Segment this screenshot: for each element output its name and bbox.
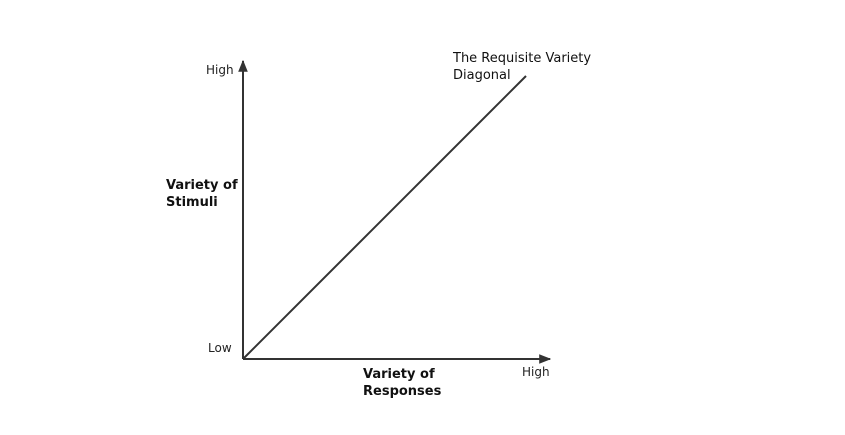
x-axis-title: Variety of Responses <box>363 367 442 399</box>
y-high-label: High <box>206 63 234 77</box>
diagonal-line <box>242 75 527 360</box>
x-high-label: High <box>522 365 550 379</box>
y-low-label: Low <box>208 341 232 355</box>
y-axis-title: Variety of Stimuli <box>166 178 238 210</box>
diagonal-label: The Requisite Variety Diagonal <box>453 51 592 83</box>
